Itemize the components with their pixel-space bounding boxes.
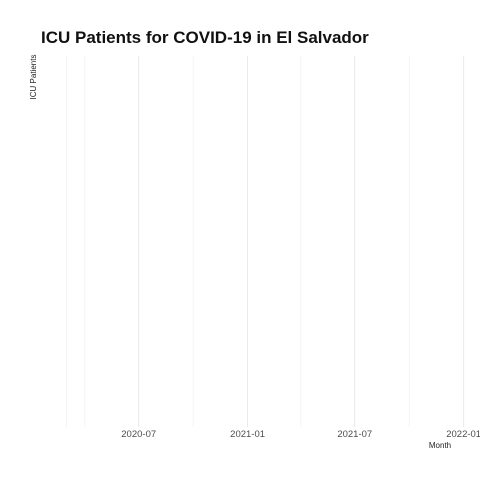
x-tick-label: 2022-01 xyxy=(446,429,480,440)
x-tick-label: 2021-01 xyxy=(230,429,265,440)
grid xyxy=(66,56,465,427)
x-axis-label: Month xyxy=(429,441,451,450)
chart-title: ICU Patients for COVID-19 in El Salvador xyxy=(41,28,369,47)
x-axis-ticks: 2020-07 2021-01 2021-07 2022-01 xyxy=(121,429,480,440)
x-tick-label: 2020-07 xyxy=(121,429,156,440)
x-tick-label: 2021-07 xyxy=(337,429,372,440)
y-axis-label: ICU Patients xyxy=(29,55,38,100)
